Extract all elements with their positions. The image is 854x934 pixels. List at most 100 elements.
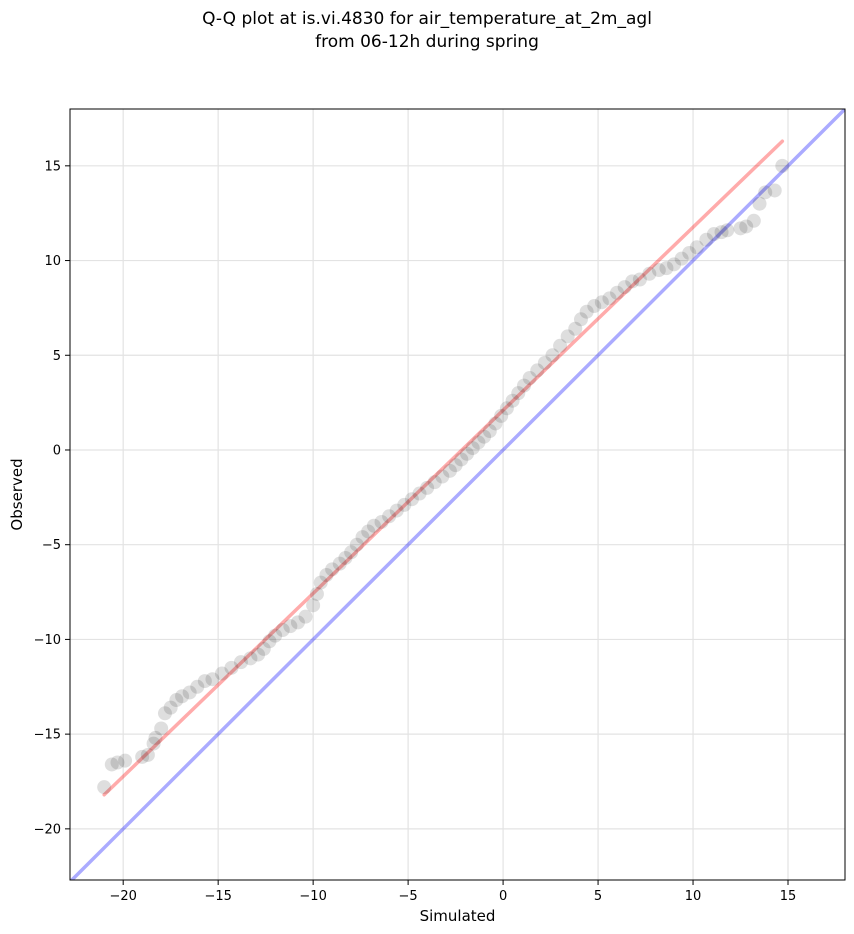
axis-ticks: −20 −15 −10 −5 0 5 10 15 −20 −15 −10 −5 0 5 10 15 [34,159,797,904]
qq-point [477,429,492,444]
qq-point [752,196,767,211]
y-tick-label: −10 [34,633,61,648]
qq-point [674,251,689,266]
chart-title-line-2: from 06-12h during spring [315,32,539,52]
qq-point [355,530,370,545]
x-tick-label: 10 [685,889,702,904]
qq-point [594,295,609,310]
qq-point [135,749,150,764]
qq-point [573,312,588,327]
x-tick-label: −15 [204,889,231,904]
qq-point [642,266,657,281]
qq-point [568,321,583,336]
qq-point [397,497,412,512]
qq-point [275,622,290,637]
qq-point [499,401,514,416]
qq-point [602,291,617,306]
qq-point [374,514,389,529]
qq-point [739,219,754,234]
qq-point [659,261,674,276]
qq-point [256,641,271,656]
qq-point [448,458,463,473]
qq-point [389,503,404,518]
qq-point [651,263,666,278]
qq-point [632,272,647,287]
qq-point [104,757,119,772]
qq-point [366,518,381,533]
qq-point [290,615,305,630]
qq-point [420,480,435,495]
qq-point [435,469,450,484]
qq-point [720,223,735,238]
qq-point [382,509,397,524]
qq-point [579,304,594,319]
qq-point [344,545,359,560]
qq-point [758,185,773,200]
qq-point [454,452,469,467]
qq-point [733,221,748,236]
qq-point [148,730,163,745]
qq-point [530,363,545,378]
qq-point [224,660,239,675]
qq-point [140,747,155,762]
plot-frame [69,108,846,881]
qq-point [682,245,697,260]
y-tick-label: 15 [44,159,61,174]
qq-point [560,329,575,344]
qq-point [146,736,161,751]
qq-point [471,435,486,450]
qq-point [175,689,190,704]
qq-point [97,780,112,795]
qq-point [154,721,169,736]
data-points [97,158,790,795]
qq-point [617,280,632,295]
qq-point [298,609,313,624]
qq-point [169,693,184,708]
x-tick-label: −10 [299,889,326,904]
qq-point [775,158,790,173]
qq-point [522,370,537,385]
qq-point [459,446,474,461]
qq-point [190,679,205,694]
qq-point [197,674,212,689]
x-tick-label: 15 [780,889,797,904]
qq-point [494,408,509,423]
y-axis-label: Observed [8,458,26,530]
x-tick-label: −20 [109,889,136,904]
x-tick-label: −5 [399,889,418,904]
qq-point [553,338,568,353]
qq-point [110,755,125,770]
fit-line [102,139,785,797]
qq-point [182,685,197,700]
qq-point [537,355,552,370]
y-tick-label: 10 [44,254,61,269]
x-tick-label: 5 [594,889,602,904]
qq-point [482,424,497,439]
qq-point [610,285,625,300]
qq-point [262,634,277,649]
qq-point [714,225,729,240]
x-tick-label: 0 [499,889,507,904]
qq-point [283,619,298,634]
qq-point [511,386,526,401]
qq-point [545,348,560,363]
chart-title-line-1: Q-Q plot at is.vi.4830 for air_temperatu… [202,9,652,29]
qq-point [587,299,602,314]
qq-point [319,568,334,583]
qq-point [157,706,172,721]
qq-point [689,240,704,255]
qq-point [699,232,714,247]
qq-point [313,575,328,590]
qq-point [361,524,376,539]
qq-point [488,416,503,431]
reference-lines [70,109,845,880]
y-tick-label: −20 [34,822,61,837]
qq-point [205,672,220,687]
qq-point [214,666,229,681]
qq-point [338,550,353,565]
y-tick-label: −5 [42,538,61,553]
y-tick-label: 5 [53,349,61,364]
y-tick-label: 0 [53,443,61,458]
one-to-one-line [70,109,845,880]
